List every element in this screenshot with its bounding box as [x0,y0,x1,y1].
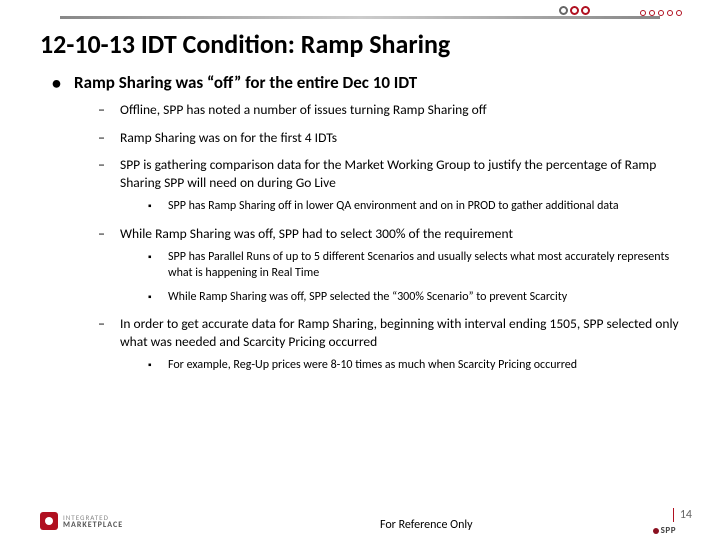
ring-cluster-left [559,6,590,15]
slide-body: 12-10-13 IDT Condition: Ramp Sharing Ram… [0,28,720,540]
slide-title: 12-10-13 IDT Condition: Ramp Sharing [40,28,680,60]
slide-footer: INTEGRATED MARKETPLACE For Reference Onl… [0,494,720,540]
sub-sub-bullet-text: While Ramp Sharing was off, SPP selected… [168,290,567,304]
bullet-main-text: Ramp Sharing was “off” for the entire De… [74,72,417,93]
sub-sub-bullet: SPP has Parallel Runs of up to 5 differe… [140,250,680,281]
logo-text: INTEGRATED MARKETPLACE [63,514,123,529]
sub-bullet: Ramp Sharing was on for the first 4 IDTs [92,129,680,147]
gear-icon [40,512,58,530]
sub-bullet: In order to get accurate data for Ramp S… [92,315,680,374]
sub-bullet-text: SPP is gathering comparison data for the… [120,156,656,191]
dot-icon [653,528,659,534]
integrated-marketplace-logo: INTEGRATED MARKETPLACE [40,512,123,530]
sub-sub-bullet-text: For example, Reg-Up prices were 8-10 tim… [168,358,577,372]
top-bar [60,16,660,19]
sub-bullet-text: In order to get accurate data for Ramp S… [120,315,679,350]
sub-sub-bullet: SPP has Ramp Sharing off in lower QA env… [140,199,680,215]
sub-bullet: While Ramp Sharing was off, SPP had to s… [92,225,680,305]
logo-line2: MARKETPLACE [63,521,123,529]
footer-reference-text: For Reference Only [380,518,473,532]
bullet-list-lvl2: Offline, SPP has noted a number of issue… [92,101,680,374]
sub-sub-bullet-text: SPP has Ramp Sharing off in lower QA env… [168,199,619,213]
spp-logo: SPP [653,525,676,536]
sub-sub-bullet: While Ramp Sharing was off, SPP selected… [140,290,680,306]
sub-bullet: Offline, SPP has noted a number of issue… [92,101,680,119]
top-decoration [0,0,720,24]
bullet-list-lvl1: Ramp Sharing was “off” for the entire De… [46,72,680,374]
sub-sub-bullet: For example, Reg-Up prices were 8-10 tim… [140,358,680,374]
sub-sub-bullet-text: SPP has Parallel Runs of up to 5 differe… [168,250,669,280]
sub-bullet-text: Offline, SPP has noted a number of issue… [120,101,487,118]
sub-bullet: SPP is gathering comparison data for the… [92,156,680,215]
spp-text: SPP [661,525,676,536]
bullet-list-lvl3: For example, Reg-Up prices were 8-10 tim… [140,358,680,374]
bullet-list-lvl3: SPP has Ramp Sharing off in lower QA env… [140,199,680,215]
ring-cluster-right [640,10,682,16]
bullet-main: Ramp Sharing was “off” for the entire De… [46,72,680,374]
sub-bullet-text: While Ramp Sharing was off, SPP had to s… [120,225,513,242]
bullet-list-lvl3: SPP has Parallel Runs of up to 5 differe… [140,250,680,305]
page-number: 14 [673,508,692,522]
sub-bullet-text: Ramp Sharing was on for the first 4 IDTs [120,129,337,146]
